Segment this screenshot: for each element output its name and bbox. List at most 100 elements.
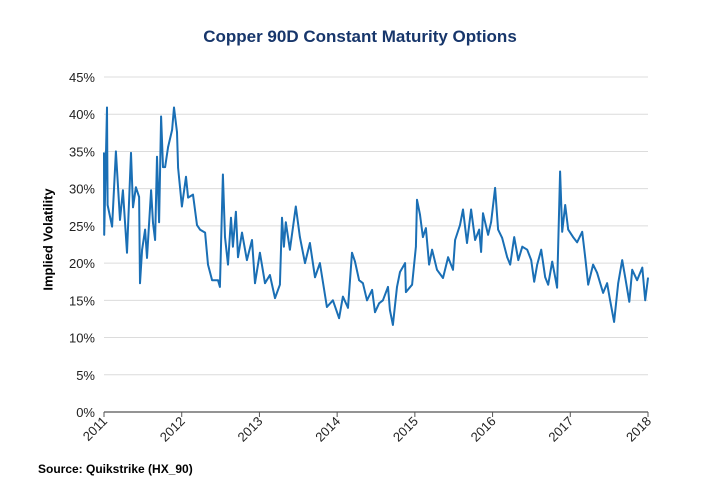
data-point [199, 228, 201, 231]
data-point [392, 324, 394, 326]
data-point [447, 256, 449, 258]
data-point [222, 173, 224, 176]
data-point [576, 241, 578, 244]
data-point [399, 271, 401, 273]
data-point [281, 216, 283, 219]
data-point [192, 193, 194, 196]
data-point [419, 213, 421, 216]
data-point [482, 212, 484, 215]
data-point [459, 224, 461, 226]
data-point [211, 279, 213, 282]
data-point [332, 299, 334, 302]
data-point [135, 186, 137, 188]
data-point [347, 306, 349, 309]
data-point [338, 317, 340, 320]
data-point [501, 237, 503, 239]
data-point [254, 282, 256, 285]
data-point [544, 276, 547, 279]
data-point [396, 286, 398, 288]
data-point [154, 239, 156, 241]
data-point [415, 245, 417, 248]
x-tick-label: 2018 [623, 414, 654, 445]
data-point [283, 245, 285, 248]
data-point [644, 299, 647, 302]
data-point [428, 263, 430, 266]
data-point [533, 280, 535, 283]
data-point [382, 299, 384, 302]
data-point [246, 259, 248, 261]
data-point [150, 189, 152, 191]
data-point [119, 219, 121, 221]
data-point [551, 260, 554, 263]
data-point [602, 292, 604, 294]
data-point [187, 196, 189, 199]
data-point [181, 205, 183, 208]
data-point [556, 286, 558, 289]
data-point [177, 167, 179, 169]
data-point [103, 152, 105, 154]
y-tick-label: 5% [76, 368, 95, 383]
data-point [269, 274, 271, 276]
data-point [366, 299, 368, 302]
data-point [103, 234, 106, 236]
x-tick-label: 2013 [234, 414, 265, 445]
data-point [304, 262, 306, 264]
data-point [497, 228, 499, 231]
data-point [596, 271, 598, 274]
data-point [351, 251, 353, 254]
data-point [411, 283, 413, 286]
data-point [122, 189, 124, 191]
data-point [581, 231, 584, 233]
data-point [235, 210, 237, 213]
data-point [606, 282, 608, 285]
x-tick-label: 2014 [312, 414, 343, 445]
x-tick-label: 2012 [157, 414, 188, 445]
data-point [387, 286, 389, 288]
data-point [547, 283, 550, 286]
data-point [584, 256, 586, 258]
data-point [139, 282, 141, 285]
data-point [647, 277, 649, 279]
data-point [227, 263, 229, 266]
data-point [160, 115, 162, 118]
data-point [480, 251, 482, 253]
data-point [237, 256, 239, 258]
data-point [425, 227, 427, 229]
data-point [452, 269, 454, 271]
data-point [141, 248, 143, 251]
data-point [354, 260, 356, 263]
data-point [299, 236, 301, 238]
data-point [167, 146, 169, 148]
data-point [609, 299, 611, 302]
data-point [185, 175, 187, 178]
data-point [314, 276, 316, 279]
data-point [442, 277, 444, 279]
data-point [422, 236, 424, 238]
data-point [132, 206, 134, 209]
data-point [251, 239, 253, 241]
data-point [517, 259, 520, 261]
data-point [494, 187, 496, 189]
y-tick-label: 35% [69, 144, 95, 159]
data-point [285, 221, 287, 223]
data-point [138, 196, 140, 198]
data-point [389, 309, 391, 311]
y-tick-label: 45% [69, 70, 95, 85]
data-point [641, 266, 644, 269]
data-point [106, 204, 109, 206]
data-point [431, 248, 433, 251]
x-tick-label: 2015 [390, 414, 421, 445]
data-point [196, 224, 198, 226]
data-point [378, 302, 380, 305]
data-point [487, 234, 489, 236]
data-point [470, 208, 472, 211]
data-point [156, 155, 158, 158]
data-point [462, 208, 464, 211]
data-point [171, 129, 173, 131]
data-point [561, 231, 564, 233]
data-point [624, 276, 627, 279]
data-point [224, 236, 226, 238]
data-point [358, 279, 360, 282]
data-point [176, 131, 178, 133]
data-point [162, 166, 164, 168]
